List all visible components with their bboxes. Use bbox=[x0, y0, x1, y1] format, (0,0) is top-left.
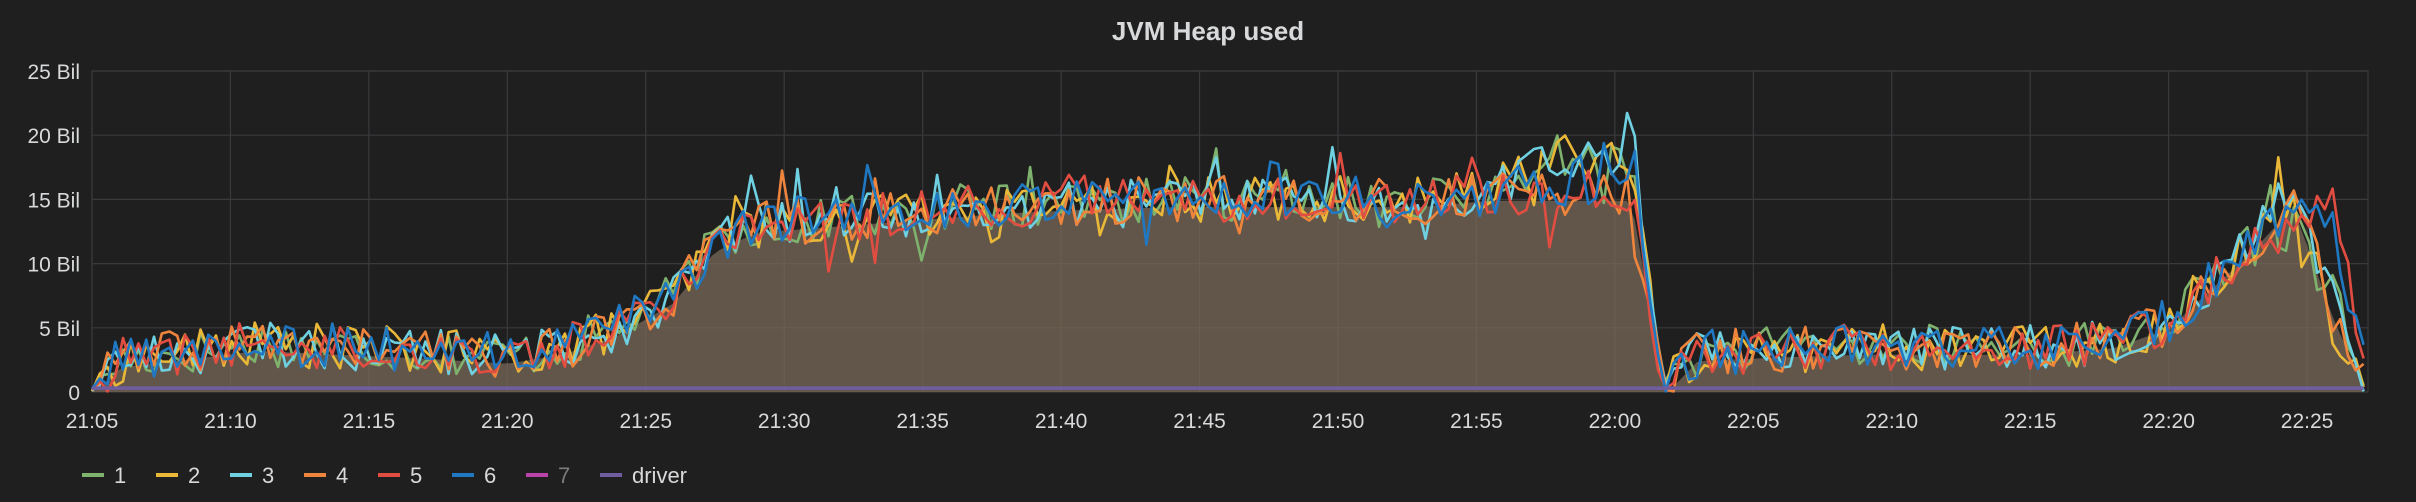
x-tick-label: 21:30 bbox=[758, 410, 811, 433]
y-tick-label: 25 Bil bbox=[27, 61, 80, 84]
legend-item-2[interactable]: 2 bbox=[156, 463, 200, 488]
x-tick-label: 22:25 bbox=[2281, 410, 2334, 433]
legend-item-driver[interactable]: driver bbox=[600, 463, 687, 488]
legend-item-3[interactable]: 3 bbox=[230, 463, 274, 488]
legend-label: 3 bbox=[262, 463, 274, 488]
x-tick-label: 22:20 bbox=[2142, 410, 2195, 433]
legend-item-7[interactable]: 7 bbox=[526, 463, 570, 488]
chart-title[interactable]: JVM Heap used bbox=[1112, 16, 1304, 46]
legend-label: 5 bbox=[410, 463, 422, 488]
x-tick-label: 21:50 bbox=[1312, 410, 1365, 433]
x-axis-ticks: 21:05 21:10 21:15 21:20 21:25 21:30 21:35 21:40… bbox=[66, 410, 2334, 433]
x-tick-label: 21:25 bbox=[619, 410, 672, 433]
legend-item-6[interactable]: 6 bbox=[452, 463, 496, 488]
series-line-6[interactable] bbox=[90, 141, 2365, 393]
y-axis-ticks: 0 5 Bil 10 Bil 15 Bil 20 Bil 25 Bil bbox=[27, 61, 80, 405]
legend-label: 7 bbox=[558, 463, 570, 488]
legend-label: driver bbox=[632, 463, 687, 488]
x-tick-label: 22:05 bbox=[1727, 410, 1780, 433]
x-tick-label: 21:10 bbox=[204, 410, 257, 433]
y-tick-label: 20 Bil bbox=[27, 125, 80, 148]
x-tick-label: 21:45 bbox=[1173, 410, 1226, 433]
legend-item-4[interactable]: 4 bbox=[304, 463, 348, 488]
y-tick-label: 15 Bil bbox=[27, 189, 80, 212]
legend-label: 4 bbox=[336, 463, 348, 488]
legend: 1 2 3 4 5 6 7 driver bbox=[82, 463, 687, 488]
x-tick-label: 21:05 bbox=[66, 410, 119, 433]
area-fill bbox=[92, 200, 2364, 392]
y-tick-label: 5 Bil bbox=[39, 318, 80, 341]
x-tick-label: 21:20 bbox=[481, 410, 534, 433]
x-tick-label: 21:40 bbox=[1035, 410, 1088, 433]
legend-label: 1 bbox=[114, 463, 126, 488]
x-tick-label: 21:55 bbox=[1450, 410, 1503, 433]
legend-item-1[interactable]: 1 bbox=[82, 463, 126, 488]
x-tick-label: 22:00 bbox=[1589, 410, 1642, 433]
area-fill-shape bbox=[92, 200, 2364, 392]
y-tick-label: 10 Bil bbox=[27, 254, 80, 277]
series-lines bbox=[90, 111, 2365, 393]
x-tick-label: 21:35 bbox=[896, 410, 949, 433]
x-tick-label: 21:15 bbox=[343, 410, 396, 433]
x-tick-label: 22:15 bbox=[2004, 410, 2057, 433]
legend-item-5[interactable]: 5 bbox=[378, 463, 422, 488]
series-line-5[interactable] bbox=[91, 151, 2365, 393]
legend-label: 2 bbox=[188, 463, 200, 488]
y-tick-label: 0 bbox=[68, 382, 80, 405]
legend-label: 6 bbox=[484, 463, 496, 488]
x-tick-label: 22:10 bbox=[1865, 410, 1918, 433]
